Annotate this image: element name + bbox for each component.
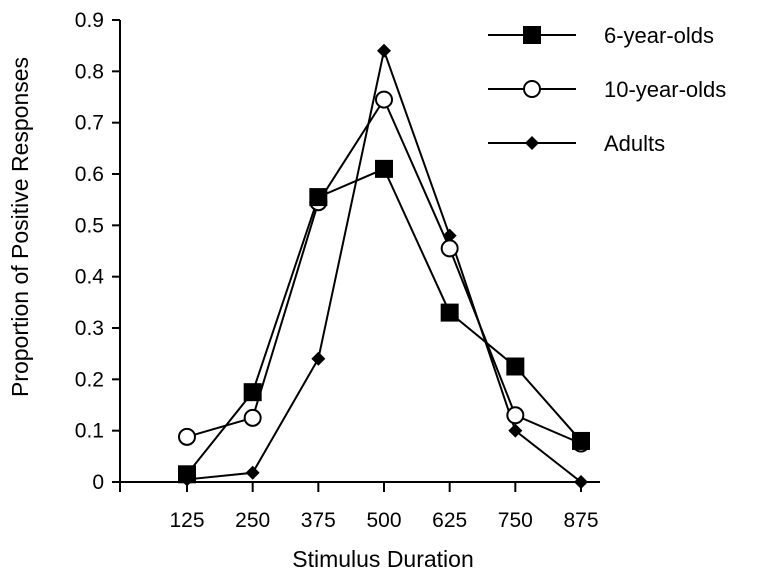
data-point — [506, 357, 525, 376]
y-tick-label: 0.2 — [75, 368, 104, 391]
y-tick-label: 0.7 — [75, 112, 104, 135]
y-tick-label: 0.9 — [75, 9, 104, 32]
data-point — [375, 90, 393, 109]
x-tick-label: 125 — [169, 509, 204, 532]
x-tick-label: 625 — [432, 509, 467, 532]
data-point — [506, 406, 525, 425]
legend: 6-year-olds 10-year-olds Adults — [488, 23, 726, 156]
data-point — [508, 423, 523, 438]
data-point — [375, 159, 393, 178]
data-point — [440, 239, 459, 258]
data-point — [245, 465, 260, 480]
x-tick-label: 375 — [301, 509, 336, 532]
legend-marker — [525, 136, 539, 150]
y-tick-label: 0.3 — [75, 317, 104, 340]
series-markers — [178, 43, 590, 489]
legend-marker — [523, 80, 541, 98]
y-tick-label: 0.6 — [75, 163, 104, 186]
data-point — [440, 303, 459, 322]
series-line — [186, 167, 582, 475]
x-axis-title: Stimulus Duration — [292, 546, 474, 572]
data-point — [572, 431, 590, 450]
y-tick-label: 0 — [92, 471, 104, 494]
y-axis-ticks: 0 0.1 0.2 0.3 0.4 0.5 0.6 0.7 0.8 0.9 — [75, 9, 120, 494]
legend-label: 6-year-olds — [604, 23, 714, 48]
x-tick-label: 750 — [498, 509, 533, 532]
x-tick-label: 500 — [366, 509, 401, 532]
y-tick-label: 0.1 — [75, 420, 104, 443]
axes — [119, 20, 600, 483]
data-point — [178, 427, 196, 446]
y-tick-label: 0.5 — [75, 214, 104, 237]
data-point — [574, 475, 588, 489]
data-point — [178, 465, 196, 484]
data-point — [243, 383, 262, 402]
x-tick-label: 250 — [235, 509, 270, 532]
legend-marker — [523, 26, 541, 44]
data-point — [243, 408, 262, 427]
data-point — [377, 43, 391, 58]
data-point — [309, 188, 328, 207]
y-axis-title: Proportion of Positive Responses — [7, 57, 33, 397]
y-tick-label: 0.4 — [75, 266, 105, 289]
x-axis-ticks: 125 250 375 500 625 750 875 — [119, 482, 599, 532]
data-point — [442, 228, 457, 243]
x-tick-label: 875 — [563, 509, 598, 532]
data-point — [311, 351, 326, 366]
y-tick-label: 0.8 — [75, 60, 104, 83]
legend-label: 10-year-olds — [604, 77, 726, 102]
legend-label: Adults — [604, 131, 665, 156]
